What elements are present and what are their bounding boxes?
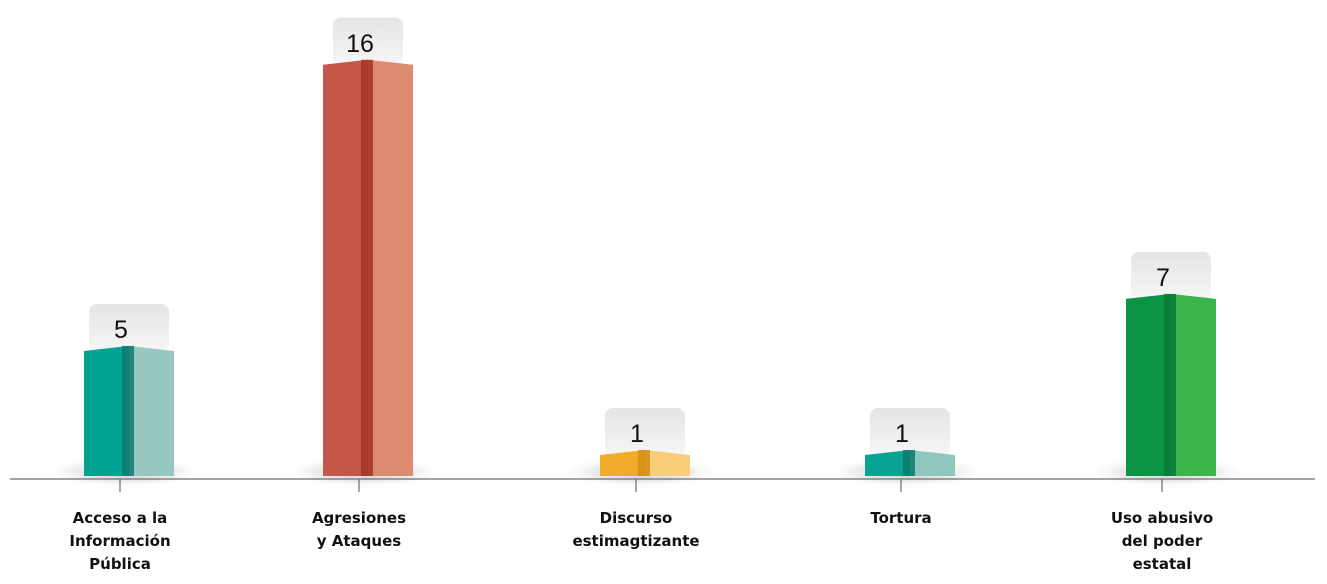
value-label-box — [333, 17, 403, 66]
bar: 1 — [600, 407, 690, 476]
bar-face-right — [1171, 293, 1216, 476]
x-tick-label-line: Pública — [89, 555, 151, 573]
x-tick-label: Tortura — [801, 507, 1001, 530]
bar-face-left — [600, 449, 645, 476]
x-tick-label: Acceso a la Información Pública — [20, 507, 220, 576]
bar: 16 — [323, 17, 413, 476]
bar-edge — [638, 449, 650, 476]
x-tick-label-line: estimagtizante — [572, 532, 700, 550]
bar-face-right — [129, 345, 174, 476]
value-label: 5 — [114, 316, 128, 344]
value-label: 7 — [1156, 264, 1170, 292]
x-tick-label: Discurso estimagtizante — [536, 507, 736, 553]
x-tick-label-line: Uso abusivo — [1110, 509, 1214, 527]
bar-face-left — [865, 449, 910, 476]
bar-face-left — [323, 59, 368, 476]
x-tick-label-line: estatal — [1132, 555, 1192, 573]
bar-face-left — [84, 345, 129, 476]
x-tick-label-line: Tortura — [870, 509, 932, 527]
bar-edge — [361, 59, 373, 476]
x-tick-label-line: del poder — [1121, 532, 1203, 550]
x-tick-label-line: Agresiones — [311, 509, 407, 527]
bar-edge — [1164, 293, 1176, 476]
bar-face-left — [1126, 293, 1171, 476]
bar: 7 — [1126, 251, 1216, 476]
bar-face-right — [368, 59, 413, 476]
value-label-box — [605, 407, 685, 456]
bar-face-right — [910, 449, 955, 476]
value-label-box — [1131, 251, 1211, 300]
value-label: 16 — [346, 30, 374, 58]
x-tick-label: Agresiones y Ataques — [259, 507, 459, 553]
value-label-box — [89, 303, 169, 352]
bar: 5 — [84, 303, 174, 476]
x-tick-label-line: Información — [69, 532, 171, 550]
bar-face-right — [645, 449, 690, 476]
bar-edge — [122, 345, 134, 476]
bar: 1 — [865, 407, 955, 476]
x-tick-label: Uso abusivo del poder estatal — [1062, 507, 1262, 576]
value-label-box — [870, 407, 950, 456]
value-label: 1 — [895, 420, 909, 448]
x-tick-label-line: Discurso — [599, 509, 673, 527]
value-label: 1 — [630, 420, 644, 448]
x-tick-label-line: y Ataques — [316, 532, 402, 550]
x-tick-label-line: Acceso a la — [72, 509, 168, 527]
bar-edge — [903, 449, 915, 476]
